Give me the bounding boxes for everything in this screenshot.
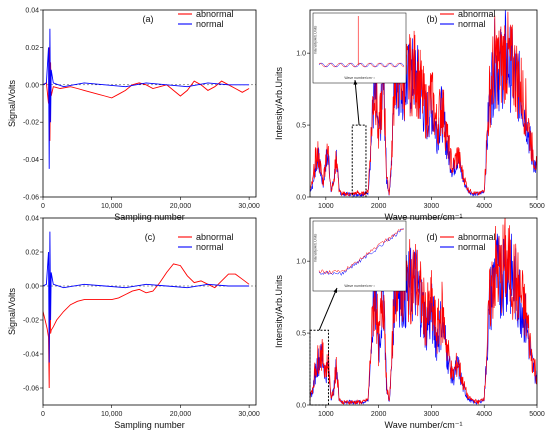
x-tick-label: 5000 bbox=[529, 411, 545, 418]
y-tick-label: 1.0 bbox=[296, 259, 306, 266]
y-tick-label: 0.00 bbox=[25, 284, 39, 291]
y-tick-label: 1.0 bbox=[296, 51, 306, 58]
x-tick-label: 20,000 bbox=[170, 203, 192, 210]
plot-frame bbox=[309, 9, 538, 198]
series-normal bbox=[43, 231, 250, 363]
x-axis-label: Wave number/cm⁻¹ bbox=[385, 212, 463, 222]
inset-plot: Wave number/cm⁻¹ Intensity/Arb.Units bbox=[312, 220, 407, 292]
y-axis-label: Intensity/Arb.Units bbox=[274, 66, 284, 140]
y-tick-label: -0.02 bbox=[23, 318, 39, 325]
x-tick-label: 4000 bbox=[476, 203, 492, 210]
panel-c: 0 10,000 20,000 30,000 -0.06 -0.04 -0.02 0.00 0.… bbox=[7, 216, 260, 431]
inset-frame bbox=[312, 12, 407, 84]
series-abnormal bbox=[310, 11, 537, 197]
x-tick-label: 10,000 bbox=[101, 203, 123, 210]
legend-label: abnormal bbox=[196, 9, 234, 19]
y-tick-label: 0.02 bbox=[25, 250, 39, 257]
legend-label: normal bbox=[196, 242, 224, 252]
zoom-region-box bbox=[309, 329, 329, 406]
y-tick-label: 0.04 bbox=[25, 216, 39, 223]
series-normal bbox=[43, 28, 250, 169]
series-abnormal bbox=[43, 47, 250, 141]
y-axis-label: Signal/Volts bbox=[7, 287, 17, 335]
y-axis-label: Intensity/Arb.Units bbox=[274, 274, 284, 348]
plot-frame bbox=[42, 217, 257, 406]
legend-label: abnormal bbox=[458, 232, 496, 242]
inset-series bbox=[318, 228, 405, 277]
y-tick-label: 0.02 bbox=[25, 45, 39, 52]
x-axis-label: Wave number/cm⁻¹ bbox=[385, 420, 463, 430]
series-abnormal bbox=[310, 218, 537, 405]
y-tick-label: -0.04 bbox=[23, 157, 39, 164]
x-tick-label: 1000 bbox=[318, 203, 334, 210]
panel-label: (a) bbox=[143, 14, 154, 24]
y-tick-label: 0.0 bbox=[296, 403, 306, 410]
zoom-arrow-head bbox=[353, 80, 358, 85]
panel-b: 1000 2000 3000 4000 5000 0.0 0.5 1.0 Wave number… bbox=[274, 9, 545, 222]
y-tick-label: -0.06 bbox=[23, 386, 39, 393]
x-tick-label: 10,000 bbox=[101, 411, 123, 418]
y-tick-label: -0.02 bbox=[23, 120, 39, 127]
panel-label: (b) bbox=[427, 14, 438, 24]
x-tick-label: 30,000 bbox=[238, 411, 260, 418]
x-tick-label: 20,000 bbox=[170, 411, 192, 418]
panel-a: 0 10,000 20,000 30,000 -0.06 -0.04 -0.02 0.00 0.… bbox=[7, 8, 260, 223]
y-tick-label: 0.04 bbox=[25, 8, 39, 15]
legend-label: normal bbox=[196, 19, 224, 29]
panel-d: 1000 2000 3000 4000 5000 0.0 0.5 1.0 Wave number… bbox=[274, 217, 545, 430]
y-tick-label: -0.04 bbox=[23, 352, 39, 359]
zoom-region-box bbox=[351, 124, 367, 198]
x-axis-label: Sampling number bbox=[114, 420, 185, 430]
inset-y-label: Intensity/Arb.Units bbox=[314, 26, 318, 55]
x-tick-label: 30,000 bbox=[238, 203, 260, 210]
panel-label: (c) bbox=[145, 232, 156, 242]
legend-label: abnormal bbox=[458, 9, 496, 19]
series-abnormal bbox=[43, 263, 250, 389]
x-tick-label: 0 bbox=[41, 411, 45, 418]
inset-x-label: Wave number/cm⁻¹ bbox=[344, 284, 375, 288]
y-tick-label: 0.5 bbox=[296, 331, 306, 338]
zoom-arrow-head bbox=[333, 288, 338, 293]
zoom-arrow bbox=[354, 79, 360, 126]
y-tick-label: 0.5 bbox=[296, 123, 306, 130]
y-axis-label: Signal/Volts bbox=[7, 79, 17, 127]
inset-series bbox=[318, 228, 405, 274]
inset-x-label: Wave number/cm⁻¹ bbox=[344, 76, 375, 80]
plot-frame bbox=[309, 217, 538, 406]
inset-series bbox=[318, 62, 405, 68]
inset-frame bbox=[312, 220, 407, 292]
x-tick-label: 0 bbox=[41, 203, 45, 210]
x-tick-label: 3000 bbox=[424, 203, 440, 210]
plot-frame bbox=[42, 9, 257, 198]
x-tick-label: 3000 bbox=[424, 411, 440, 418]
y-tick-label: 0.00 bbox=[25, 82, 39, 89]
panel-label: (d) bbox=[427, 232, 438, 242]
x-tick-label: 2000 bbox=[371, 203, 387, 210]
x-tick-label: 5000 bbox=[529, 203, 545, 210]
x-axis-label: Sampling number bbox=[114, 212, 185, 222]
y-tick-label: 0.0 bbox=[296, 195, 306, 202]
inset-y-label: Intensity/Arb.Units bbox=[314, 234, 318, 263]
legend-label: normal bbox=[458, 19, 486, 29]
x-tick-label: 1000 bbox=[318, 411, 334, 418]
y-tick-label: -0.06 bbox=[23, 195, 39, 202]
x-tick-label: 4000 bbox=[476, 411, 492, 418]
legend-label: abnormal bbox=[196, 232, 234, 242]
zoom-arrow bbox=[318, 287, 338, 331]
x-tick-label: 2000 bbox=[371, 411, 387, 418]
inset-plot: Wave number/cm⁻¹ Intensity/Arb.Units bbox=[312, 12, 407, 84]
legend-label: normal bbox=[458, 242, 486, 252]
